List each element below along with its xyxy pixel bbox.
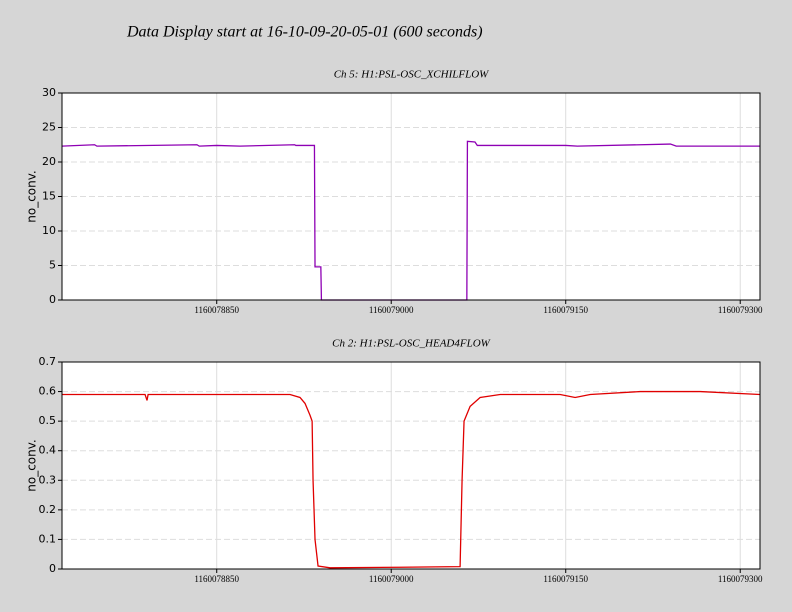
y-tick-label: 0.4 bbox=[39, 444, 57, 457]
x-tick-label: 1160079000 bbox=[369, 305, 414, 315]
plot-border bbox=[61, 361, 761, 570]
x-tick-label: 1160079300 bbox=[718, 574, 763, 584]
x-tick-label: 1160079300 bbox=[718, 305, 763, 315]
y-tick-label: 0.7 bbox=[39, 355, 57, 368]
y-axis-label: no_conv. bbox=[25, 439, 39, 491]
x-tick-label: 1160079150 bbox=[543, 574, 588, 584]
y-tick-label: 5 bbox=[49, 259, 56, 272]
y-tick-label: 0.3 bbox=[39, 473, 57, 486]
y-tick-label: 30 bbox=[42, 86, 56, 99]
y-tick-label: 15 bbox=[42, 190, 56, 203]
x-tick-label: 1160078850 bbox=[194, 574, 239, 584]
y-tick-label: 0.6 bbox=[39, 385, 57, 398]
y-tick-label: 0.1 bbox=[39, 532, 57, 545]
chart-title: Ch 5: H1:PSL-OSC_XCHILFLOW bbox=[334, 69, 489, 81]
page-title: Data Display start at 16-10-09-20-05-01 … bbox=[126, 24, 483, 41]
x-tick-label: 1160079000 bbox=[369, 574, 414, 584]
data-line bbox=[62, 390, 761, 569]
data-line bbox=[61, 140, 760, 301]
y-tick-label: 0.2 bbox=[39, 503, 57, 516]
x-tick-label: 1160079150 bbox=[543, 305, 588, 315]
x-tick-label: 1160078850 bbox=[194, 305, 239, 315]
y-tick-label: 10 bbox=[42, 224, 56, 237]
y-tick-label: 0.5 bbox=[39, 414, 57, 427]
y-tick-label: 0 bbox=[49, 562, 56, 575]
y-tick-label: 25 bbox=[42, 121, 56, 134]
plot-border bbox=[61, 92, 761, 301]
chart-title: Ch 2: H1:PSL-OSC_HEAD4FLOW bbox=[332, 338, 490, 350]
y-tick-label: 0 bbox=[49, 293, 56, 306]
plot-area bbox=[62, 362, 760, 569]
y-axis-label: no_conv. bbox=[25, 170, 39, 222]
y-tick-label: 20 bbox=[42, 155, 56, 168]
